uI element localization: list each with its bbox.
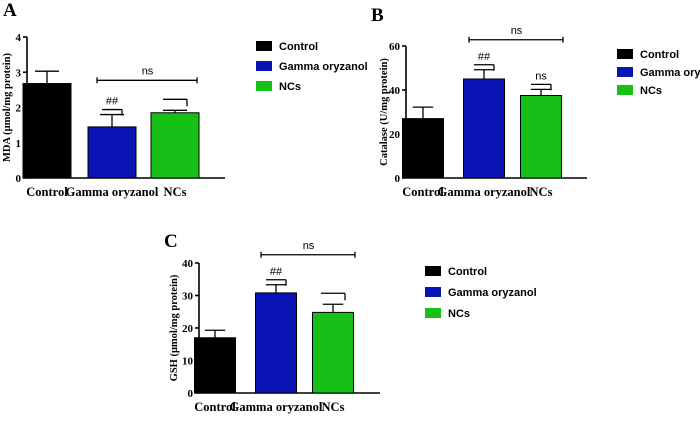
significance-label: ## xyxy=(270,266,283,278)
significance-label: ## xyxy=(478,51,491,63)
bar-control xyxy=(402,118,444,179)
y-tick-label: 40 xyxy=(182,258,194,270)
legend-swatch xyxy=(256,41,272,51)
y-tick-label: 0 xyxy=(16,173,22,185)
legend-swatch xyxy=(617,85,633,95)
legend-label: NCs xyxy=(279,81,301,93)
legend-swatch xyxy=(617,67,633,77)
y-tick-label: 20 xyxy=(389,129,401,141)
legend-label: Control xyxy=(448,266,487,278)
legend-label: NCs xyxy=(448,308,470,320)
category-label: NCs xyxy=(530,185,553,199)
y-tick-label: 30 xyxy=(182,291,194,303)
y-tick-label: 4 xyxy=(16,32,22,44)
legend-label: Control xyxy=(640,49,679,61)
legend-label: Gamma oryzanol xyxy=(279,61,368,73)
ns-label: ns xyxy=(303,240,315,252)
legend-label: NCs xyxy=(640,85,662,97)
bar-control xyxy=(22,83,72,179)
legend-swatch xyxy=(256,61,272,71)
category-label: Control xyxy=(194,400,236,414)
y-axis-label: MDA (μmol/mg protein) xyxy=(2,53,13,162)
significance-label: ns xyxy=(535,70,547,82)
panel-letter: A xyxy=(3,0,17,21)
bar-gamma-oryzanol xyxy=(87,126,137,179)
legend-swatch xyxy=(425,266,441,276)
legend-swatch xyxy=(425,287,441,297)
bar-ncs xyxy=(312,311,354,394)
legend-swatch xyxy=(617,49,633,59)
panel-letter: B xyxy=(371,5,384,26)
category-label: Gamma oryzanol xyxy=(438,185,531,199)
ns-label: ns xyxy=(511,25,523,37)
bar-ncs xyxy=(150,112,200,179)
y-tick-label: 60 xyxy=(389,41,401,53)
y-tick-label: 1 xyxy=(16,138,22,150)
y-tick-label: 3 xyxy=(16,67,22,79)
significance-label: ## xyxy=(106,96,119,108)
bar-control xyxy=(194,337,236,394)
category-label: Gamma oryzanol xyxy=(230,400,323,414)
y-axis-label: GSH (μmol/mg protein) xyxy=(169,274,180,381)
y-tick-label: 20 xyxy=(182,323,194,335)
category-label: NCs xyxy=(322,400,345,414)
y-tick-label: 40 xyxy=(389,85,401,97)
legend-swatch xyxy=(256,81,272,91)
category-label: NCs xyxy=(164,185,187,199)
y-tick-label: 0 xyxy=(188,388,194,400)
ns-label: ns xyxy=(142,65,154,77)
panel-letter: C xyxy=(164,231,178,252)
category-label: Gamma oryzanol xyxy=(66,185,159,199)
legend-label: Gamma oryzanol xyxy=(448,287,537,299)
y-axis-label: Catalase (U/mg protein) xyxy=(379,58,390,166)
category-label: Control xyxy=(402,185,444,199)
y-tick-label: 2 xyxy=(16,103,22,115)
bar-ncs xyxy=(520,95,562,179)
y-tick-label: 0 xyxy=(395,173,401,185)
legend-label: Gamma oryzanol xyxy=(640,67,700,79)
legend-swatch xyxy=(425,308,441,318)
bar-gamma-oryzanol xyxy=(463,78,505,179)
y-tick-label: 10 xyxy=(182,356,194,368)
bar-gamma-oryzanol xyxy=(255,292,297,394)
category-label: Control xyxy=(26,185,68,199)
legend-label: Control xyxy=(279,41,318,53)
